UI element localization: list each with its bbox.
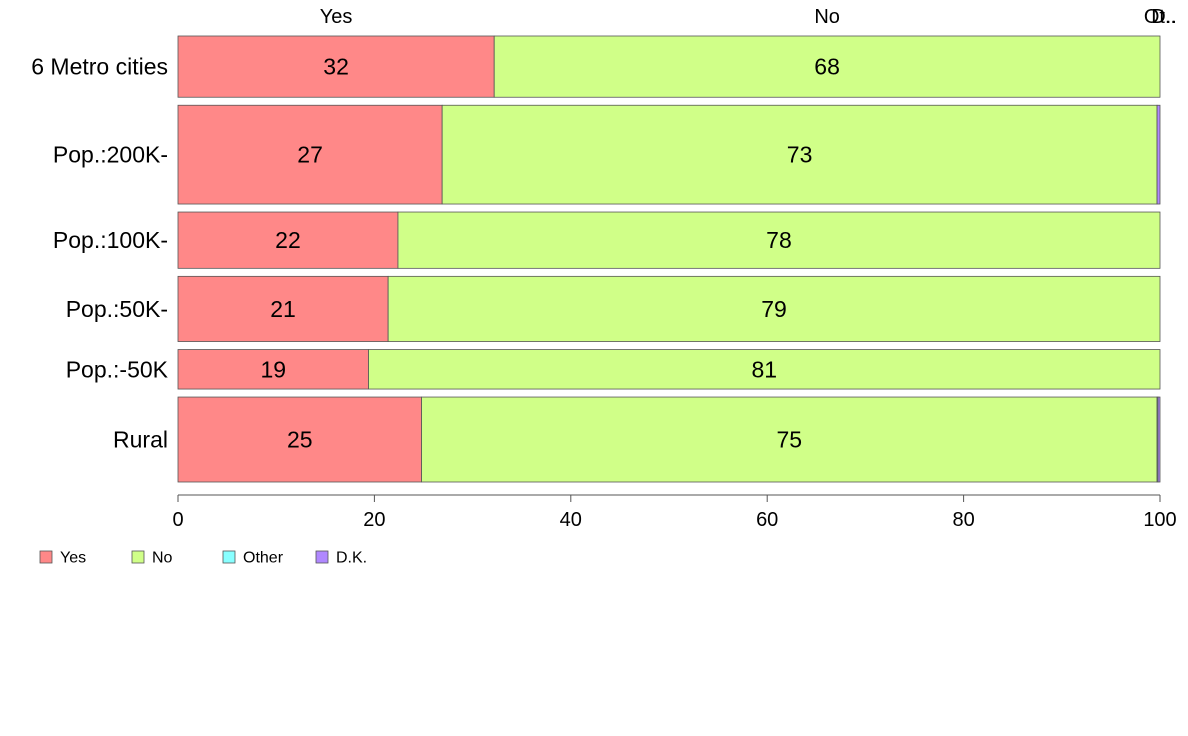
legend-swatch (315, 550, 329, 564)
data-label: 21 (270, 296, 296, 322)
data-label: 75 (776, 427, 802, 453)
category-labels: 6 Metro cities Pop.:200K- Pop.:100K- Pop.:5… (31, 54, 168, 453)
legend-label: No (152, 550, 173, 567)
x-tick-label: 0 (172, 509, 183, 531)
legend: Yes No Other D.K. (39, 550, 367, 567)
category-label: Pop.:50K- (66, 296, 168, 322)
bar-no-2 (397, 211, 1161, 269)
data-label: 79 (761, 296, 787, 322)
data-label: 73 (787, 142, 813, 168)
data-label: 68 (814, 54, 840, 80)
bar-yes-2 (177, 211, 399, 269)
category-label: Rural (113, 427, 168, 453)
legend-swatch (39, 550, 53, 564)
legend-swatch (131, 550, 145, 564)
bar-no-5 (421, 396, 1158, 483)
bar-yes-4 (177, 349, 369, 390)
legend-label: Yes (60, 550, 86, 567)
data-label: 78 (766, 227, 792, 253)
bar-no-1 (441, 104, 1158, 205)
data-label: 27 (297, 142, 323, 168)
data-label: 25 (287, 427, 313, 453)
legend-label: Other (243, 550, 284, 567)
top-label: Yes (320, 6, 353, 28)
legend-label: D.K. (336, 550, 367, 567)
bars: 32 68 27 73 22 78 21 79 19 81 25 75 (177, 35, 1161, 483)
x-tick-label: 40 (560, 509, 582, 531)
category-label: Pop.:-50K (66, 356, 169, 382)
x-tick-label: 60 (756, 509, 778, 531)
top-label: D.. (1151, 6, 1177, 28)
category-label: 6 Metro cities (31, 54, 168, 80)
x-axis: 0 20 40 60 80 100 (172, 494, 1177, 531)
bar-yes-3 (177, 275, 389, 342)
x-tick-label: 20 (363, 509, 385, 531)
category-label: Pop.:200K- (53, 142, 168, 168)
bar-yes-5 (177, 396, 422, 483)
bar-dk-5 (1157, 396, 1161, 483)
top-label: No (814, 6, 840, 28)
bar-dk-1 (1156, 104, 1161, 205)
top-labels: Yes No Ot..D.. (320, 6, 1177, 28)
bar-no-3 (387, 275, 1161, 342)
data-label: 22 (275, 227, 301, 253)
x-tick-label: 100 (1143, 509, 1176, 531)
data-label: 81 (751, 356, 777, 382)
data-label: 32 (323, 54, 349, 80)
bar-no-0 (493, 35, 1161, 98)
category-label: Pop.:100K- (53, 227, 168, 253)
legend-swatch (222, 550, 236, 564)
data-label: 19 (260, 356, 286, 382)
bar-no-4 (368, 349, 1161, 390)
x-tick-label: 80 (952, 509, 974, 531)
top-label: Ot.. (1144, 6, 1176, 28)
